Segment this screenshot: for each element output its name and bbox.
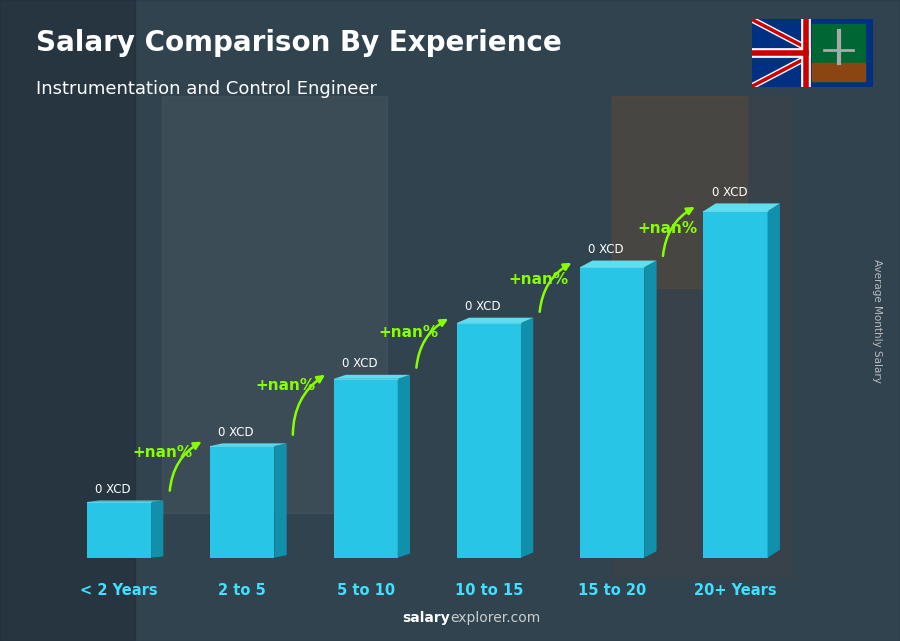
Text: 0 XCD: 0 XCD: [712, 186, 747, 199]
Text: < 2 Years: < 2 Years: [80, 583, 158, 598]
Text: +nan%: +nan%: [637, 221, 698, 237]
Text: 0 XCD: 0 XCD: [465, 300, 500, 313]
Polygon shape: [580, 267, 644, 558]
Bar: [812, 24, 865, 81]
Polygon shape: [768, 203, 780, 558]
Polygon shape: [704, 203, 780, 211]
Text: 10 to 15: 10 to 15: [454, 583, 523, 598]
Text: +nan%: +nan%: [256, 378, 316, 393]
FancyArrowPatch shape: [540, 264, 569, 312]
Bar: [162, 96, 387, 513]
Polygon shape: [457, 318, 534, 323]
Text: salary: salary: [402, 611, 450, 625]
Text: 0 XCD: 0 XCD: [342, 357, 377, 370]
FancyArrowPatch shape: [417, 320, 446, 368]
Polygon shape: [87, 502, 151, 558]
Polygon shape: [521, 318, 534, 558]
Text: 0 XCD: 0 XCD: [589, 243, 624, 256]
Bar: [612, 96, 747, 288]
Polygon shape: [644, 260, 657, 558]
Polygon shape: [398, 375, 410, 558]
Text: Average Monthly Salary: Average Monthly Salary: [872, 258, 883, 383]
Polygon shape: [334, 379, 398, 558]
Polygon shape: [704, 211, 768, 558]
Polygon shape: [274, 444, 287, 558]
Polygon shape: [334, 375, 410, 379]
FancyArrowPatch shape: [663, 208, 692, 256]
Text: 2 to 5: 2 to 5: [219, 583, 266, 598]
Polygon shape: [211, 446, 274, 558]
Text: 5 to 10: 5 to 10: [337, 583, 395, 598]
Text: +nan%: +nan%: [132, 445, 193, 460]
Polygon shape: [211, 444, 287, 446]
Text: 0 XCD: 0 XCD: [219, 426, 254, 439]
Polygon shape: [457, 323, 521, 558]
Bar: [612, 96, 792, 577]
Polygon shape: [580, 260, 657, 267]
Bar: [812, 63, 865, 81]
Text: +nan%: +nan%: [379, 325, 439, 340]
FancyArrowPatch shape: [170, 443, 199, 490]
Text: 20+ Years: 20+ Years: [694, 583, 777, 598]
Text: Salary Comparison By Experience: Salary Comparison By Experience: [36, 29, 562, 57]
Polygon shape: [151, 501, 164, 558]
Text: 0 XCD: 0 XCD: [95, 483, 130, 496]
Text: 15 to 20: 15 to 20: [578, 583, 646, 598]
Text: +nan%: +nan%: [508, 272, 568, 287]
FancyArrowPatch shape: [292, 376, 323, 435]
Bar: [0, 0, 135, 641]
Text: explorer.com: explorer.com: [450, 611, 540, 625]
Polygon shape: [87, 501, 164, 502]
Text: Instrumentation and Control Engineer: Instrumentation and Control Engineer: [36, 80, 377, 98]
